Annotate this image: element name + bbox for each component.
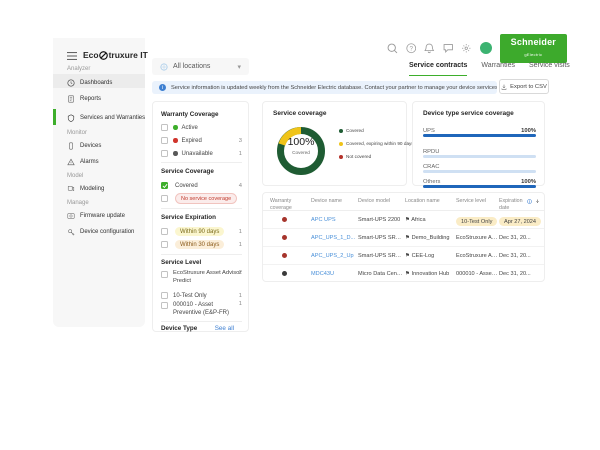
svg-text:?: ?	[409, 46, 413, 53]
